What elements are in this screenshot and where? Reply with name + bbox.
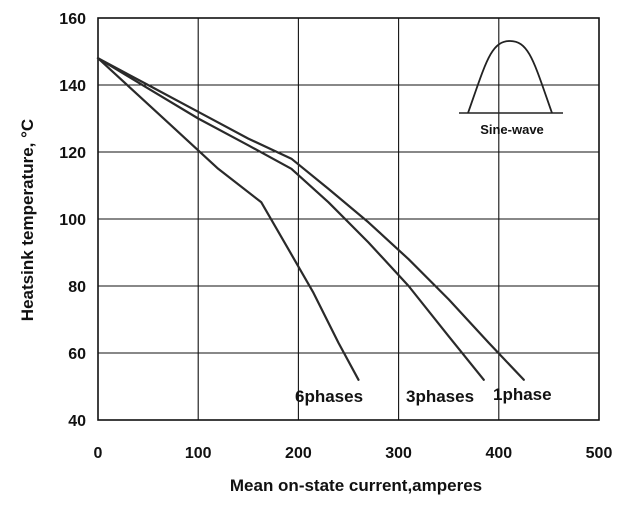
inset-label: Sine-wave (480, 122, 544, 137)
sine-wave-inset: Sine-wave (459, 40, 563, 137)
curve-label-3phases: 3phases (406, 387, 474, 406)
x-tick-label: 100 (185, 445, 212, 462)
y-tick-label: 120 (59, 145, 86, 162)
y-tick-label: 140 (59, 78, 86, 95)
x-tick-label: 200 (285, 445, 312, 462)
series-line-3phases (96, 57, 485, 381)
y-tick-label: 80 (68, 279, 86, 296)
inset-sine-wave-curve (467, 40, 553, 114)
x-tick-label: 0 (94, 445, 103, 462)
y-tick-label: 100 (59, 212, 86, 229)
tick-labels: 0 100 200 300 400 500 40 60 80 100 120 140 160 (59, 11, 612, 462)
y-tick-label: 160 (59, 11, 86, 28)
series-line-1phase (96, 57, 525, 381)
curve-labels: 6phases 3phases 1phase (295, 385, 552, 406)
curve-label-6phases: 6phases (295, 387, 363, 406)
x-tick-label: 500 (586, 445, 613, 462)
curve-label-1phase: 1phase (493, 385, 552, 404)
series-lines (96, 57, 525, 381)
x-axis-title: Mean on-state current,amperes (230, 476, 482, 495)
y-tick-label: 40 (68, 413, 86, 430)
series-line-6phases (96, 57, 360, 381)
y-axis-title: Heatsink temperature, °C (18, 119, 37, 321)
x-tick-label: 400 (485, 445, 512, 462)
x-tick-label: 300 (385, 445, 412, 462)
y-tick-label: 60 (68, 346, 86, 363)
